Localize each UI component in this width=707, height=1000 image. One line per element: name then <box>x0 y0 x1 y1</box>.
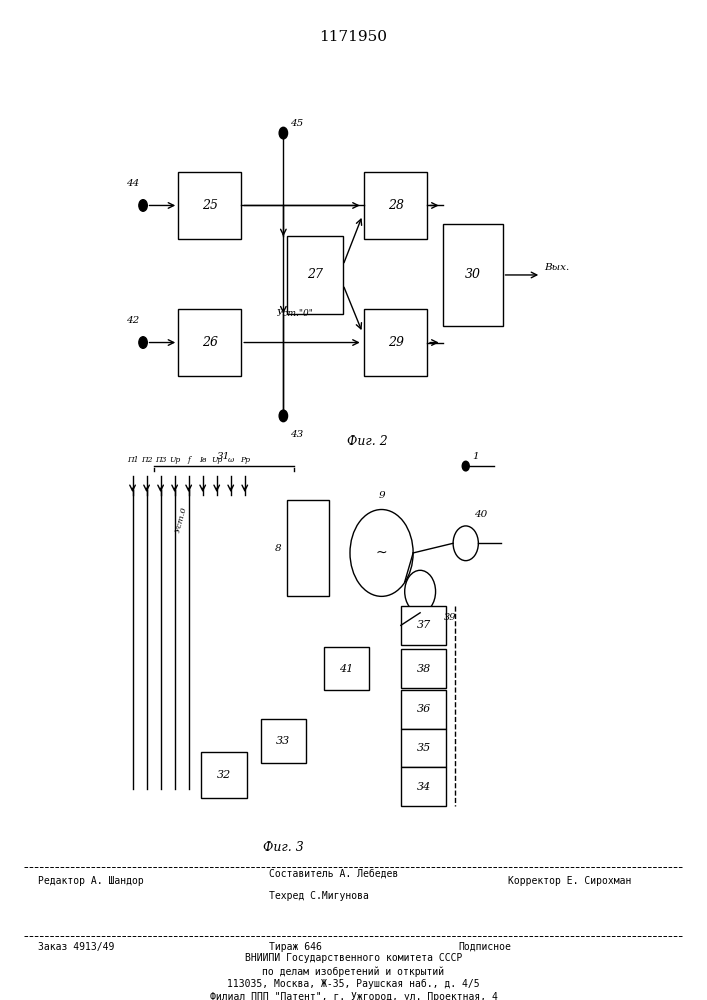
Bar <box>287 500 329 596</box>
Text: Уст.0: Уст.0 <box>175 505 189 533</box>
Bar <box>401 690 446 729</box>
Text: 29: 29 <box>387 336 404 349</box>
Text: Корректор Е. Сирохман: Корректор Е. Сирохман <box>508 876 631 886</box>
Text: 42: 42 <box>126 316 139 325</box>
Text: П1: П1 <box>127 456 139 464</box>
Circle shape <box>462 461 469 471</box>
Text: Uр: Uр <box>211 456 222 464</box>
Bar <box>401 649 446 688</box>
Text: 38: 38 <box>416 664 431 674</box>
Text: ~: ~ <box>375 546 387 560</box>
Text: 25: 25 <box>201 199 218 212</box>
Text: Подписное: Подписное <box>459 942 512 952</box>
Circle shape <box>139 337 147 348</box>
Text: по делам изобретений и открытий: по делам изобретений и открытий <box>262 966 445 977</box>
Text: 113035, Москва, Ж-35, Раушская наб., д. 4/5: 113035, Москва, Ж-35, Раушская наб., д. … <box>227 979 480 989</box>
Bar <box>201 752 247 798</box>
Text: 26: 26 <box>201 336 218 349</box>
Bar <box>364 172 427 239</box>
Bar <box>287 236 343 314</box>
Text: Фиг. 3: Фиг. 3 <box>263 841 304 854</box>
Text: 43: 43 <box>291 430 303 439</box>
Bar <box>443 224 503 326</box>
Bar <box>178 309 241 376</box>
Text: Филиал ППП "Патент", г. Ужгород, ул. Проектная, 4: Филиал ППП "Патент", г. Ужгород, ул. Про… <box>209 992 498 1000</box>
Circle shape <box>350 510 413 596</box>
Text: П2: П2 <box>141 456 152 464</box>
Text: Вых.: Вых. <box>544 263 570 272</box>
Text: 8: 8 <box>275 544 282 553</box>
Circle shape <box>279 127 288 139</box>
Text: 33: 33 <box>276 736 291 746</box>
Bar <box>324 647 369 690</box>
Text: f: f <box>187 456 190 464</box>
Text: Заказ 4913/49: Заказ 4913/49 <box>38 942 115 952</box>
Text: Iв: Iв <box>199 456 206 464</box>
Text: 37: 37 <box>416 620 431 630</box>
Text: 39: 39 <box>444 613 457 622</box>
Bar <box>261 719 306 763</box>
Text: 45: 45 <box>291 119 303 128</box>
Text: 36: 36 <box>416 704 431 714</box>
Text: 34: 34 <box>416 782 431 792</box>
Bar <box>178 172 241 239</box>
Text: Редактор А. Шандор: Редактор А. Шандор <box>38 876 144 886</box>
Text: 1: 1 <box>473 452 479 461</box>
Text: 1171950: 1171950 <box>320 30 387 44</box>
Circle shape <box>453 526 479 561</box>
Text: Составитель А. Лебедев: Составитель А. Лебедев <box>269 869 399 879</box>
Text: ВНИИПИ Государственного комитета СССР: ВНИИПИ Государственного комитета СССР <box>245 953 462 963</box>
Text: 27: 27 <box>307 268 323 281</box>
Text: Рр: Рр <box>240 456 250 464</box>
Bar <box>364 309 427 376</box>
Text: П3: П3 <box>155 456 166 464</box>
Text: ω: ω <box>228 456 234 464</box>
Text: Фиг. 2: Фиг. 2 <box>347 435 388 448</box>
Text: 28: 28 <box>387 199 404 212</box>
Text: Uр: Uр <box>169 456 180 464</box>
Bar <box>401 729 446 767</box>
Circle shape <box>279 410 288 422</box>
Circle shape <box>139 200 147 211</box>
Circle shape <box>404 570 436 613</box>
Text: 9: 9 <box>378 491 385 500</box>
Text: 35: 35 <box>416 743 431 753</box>
Text: Уст."0": Уст."0" <box>277 309 314 318</box>
Text: Техред С.Мигунова: Техред С.Мигунова <box>269 891 369 901</box>
Text: 30: 30 <box>464 268 481 281</box>
Text: 41: 41 <box>339 664 354 674</box>
Text: Тираж 646: Тираж 646 <box>269 942 322 952</box>
Text: 40: 40 <box>474 510 487 519</box>
Text: 44: 44 <box>126 179 139 188</box>
Bar <box>401 767 446 806</box>
Text: 32: 32 <box>216 770 231 780</box>
Text: 31: 31 <box>217 452 230 461</box>
Bar <box>401 606 446 645</box>
